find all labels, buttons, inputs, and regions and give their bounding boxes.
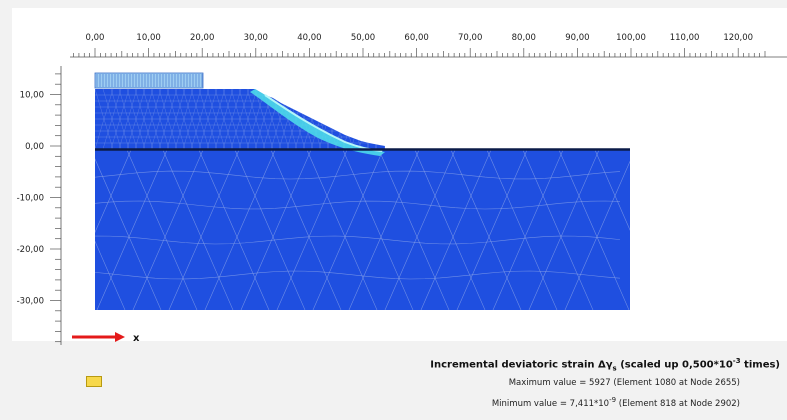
left-ruler-label: -20,00 <box>17 245 44 255</box>
top-ruler-label: 70,00 <box>458 33 482 43</box>
left-ruler-label: 0,00 <box>25 142 44 152</box>
finite-element-model <box>94 72 630 310</box>
arrow-right-icon <box>115 332 125 342</box>
foundation-mesh <box>95 150 630 310</box>
top-ruler: 0,00 10,00 20,00 30,00 40,00 50,00 60,00 70,00 8… <box>70 33 787 58</box>
left-ruler: 10,00 0,00 -10,00 -20,00 -30,00 <box>17 66 62 345</box>
top-ruler-label: 110,00 <box>670 33 700 43</box>
top-ruler-label: 20,00 <box>190 33 214 43</box>
left-ruler-label: 10,00 <box>20 91 44 101</box>
top-ruler-label: 90,00 <box>565 33 589 43</box>
distributed-load[interactable] <box>94 72 204 89</box>
legend-minimum-value: Minimum value = 7,411*10-9 (Element 818 … <box>491 396 740 409</box>
top-ruler-label: 10,00 <box>136 33 160 43</box>
left-ruler-label: -30,00 <box>17 297 44 307</box>
top-ruler-label: 100,00 <box>616 33 646 43</box>
left-ruler-label: -10,00 <box>17 194 44 204</box>
top-ruler-label: 60,00 <box>404 33 428 43</box>
x-axis-label: x <box>133 333 140 344</box>
load-arrows <box>96 74 203 87</box>
strain-band <box>250 89 385 156</box>
top-ruler-label: 80,00 <box>512 33 536 43</box>
legend-title: Incremental deviatoric strain Δγs (scale… <box>430 357 780 373</box>
top-ruler-label: 50,00 <box>351 33 375 43</box>
soil-foundation-layer <box>95 150 630 310</box>
top-ruler-label: 0,00 <box>86 33 105 43</box>
legend-maximum-value: Maximum value = 5927 (Element 1080 at No… <box>508 378 740 388</box>
top-ruler-label: 40,00 <box>297 33 321 43</box>
top-ruler-label: 30,00 <box>244 33 268 43</box>
color-scale-icon[interactable] <box>86 376 102 387</box>
top-ruler-label: 120,00 <box>723 33 753 43</box>
